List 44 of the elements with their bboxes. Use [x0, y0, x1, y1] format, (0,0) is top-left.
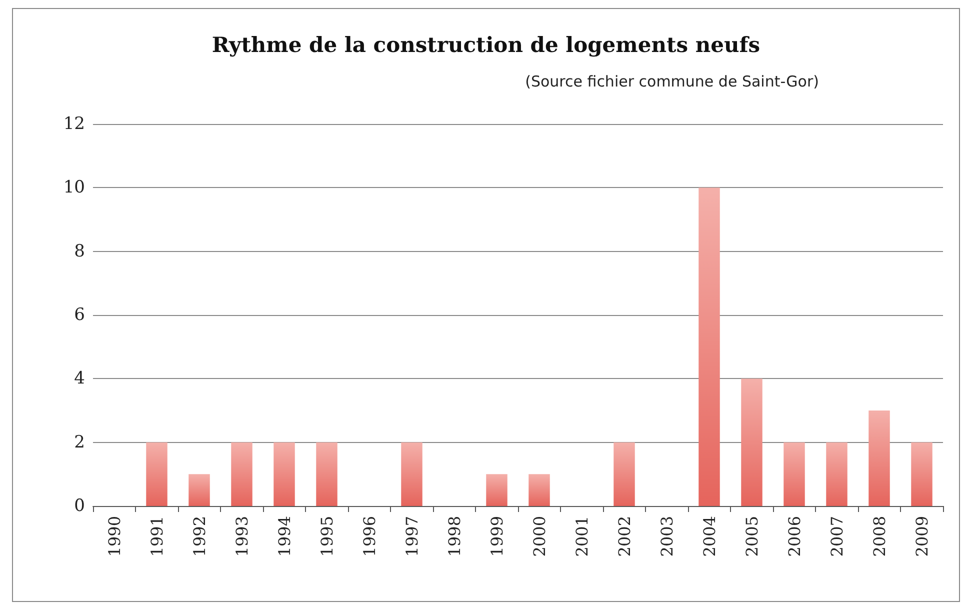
- bar: [146, 442, 168, 506]
- bar: [274, 442, 295, 506]
- bar: [826, 442, 848, 506]
- bar: [698, 188, 720, 506]
- y-tick-label: 10: [63, 178, 85, 198]
- x-tick-label: 2008: [870, 516, 889, 557]
- x-tick-label: 1996: [360, 516, 379, 557]
- x-tick-label: 1993: [232, 516, 252, 557]
- bar: [401, 442, 422, 506]
- bar: [528, 474, 550, 506]
- bar: [486, 474, 508, 506]
- x-tick-label: 1994: [274, 516, 294, 557]
- y-tick-label: 0: [74, 496, 85, 516]
- x-tick-label: 1997: [402, 516, 422, 557]
- bar: [741, 378, 762, 506]
- x-tick-label: 1992: [190, 516, 209, 557]
- x-tick-label: 2002: [614, 516, 634, 557]
- y-tick-label: 12: [63, 114, 85, 134]
- bar: [316, 442, 338, 506]
- x-tick-label: 1995: [317, 516, 336, 557]
- bar: [868, 410, 890, 506]
- y-tick-label: 8: [74, 241, 85, 262]
- x-tick-label: 2003: [657, 516, 676, 557]
- x-tick-label: 2006: [784, 516, 804, 557]
- bar: [784, 442, 805, 506]
- chart-subtitle: (Source fichier commune de Saint-Gor): [525, 72, 820, 90]
- bar: [231, 442, 252, 506]
- x-tick-label: 1990: [104, 516, 124, 557]
- chart-title: Rythme de la construction de logements neufs: [212, 32, 760, 57]
- x-tick-label: 1991: [147, 516, 166, 557]
- x-tick-label: 2000: [530, 516, 549, 557]
- y-tick-label: 6: [74, 305, 85, 325]
- bar: [911, 442, 932, 506]
- bar: [614, 442, 635, 506]
- x-tick-label: 1999: [487, 516, 506, 557]
- bar: [188, 474, 210, 506]
- x-tick-label: 2005: [742, 516, 762, 557]
- x-tick-label: 2007: [827, 516, 846, 557]
- x-tick-label: 2004: [700, 516, 719, 557]
- x-tick-label: 1998: [444, 516, 464, 557]
- y-tick-label: 2: [74, 432, 85, 452]
- x-tick-label: 2001: [572, 516, 592, 557]
- y-tick-label: 4: [74, 368, 85, 389]
- x-tick-label: 2009: [912, 516, 932, 557]
